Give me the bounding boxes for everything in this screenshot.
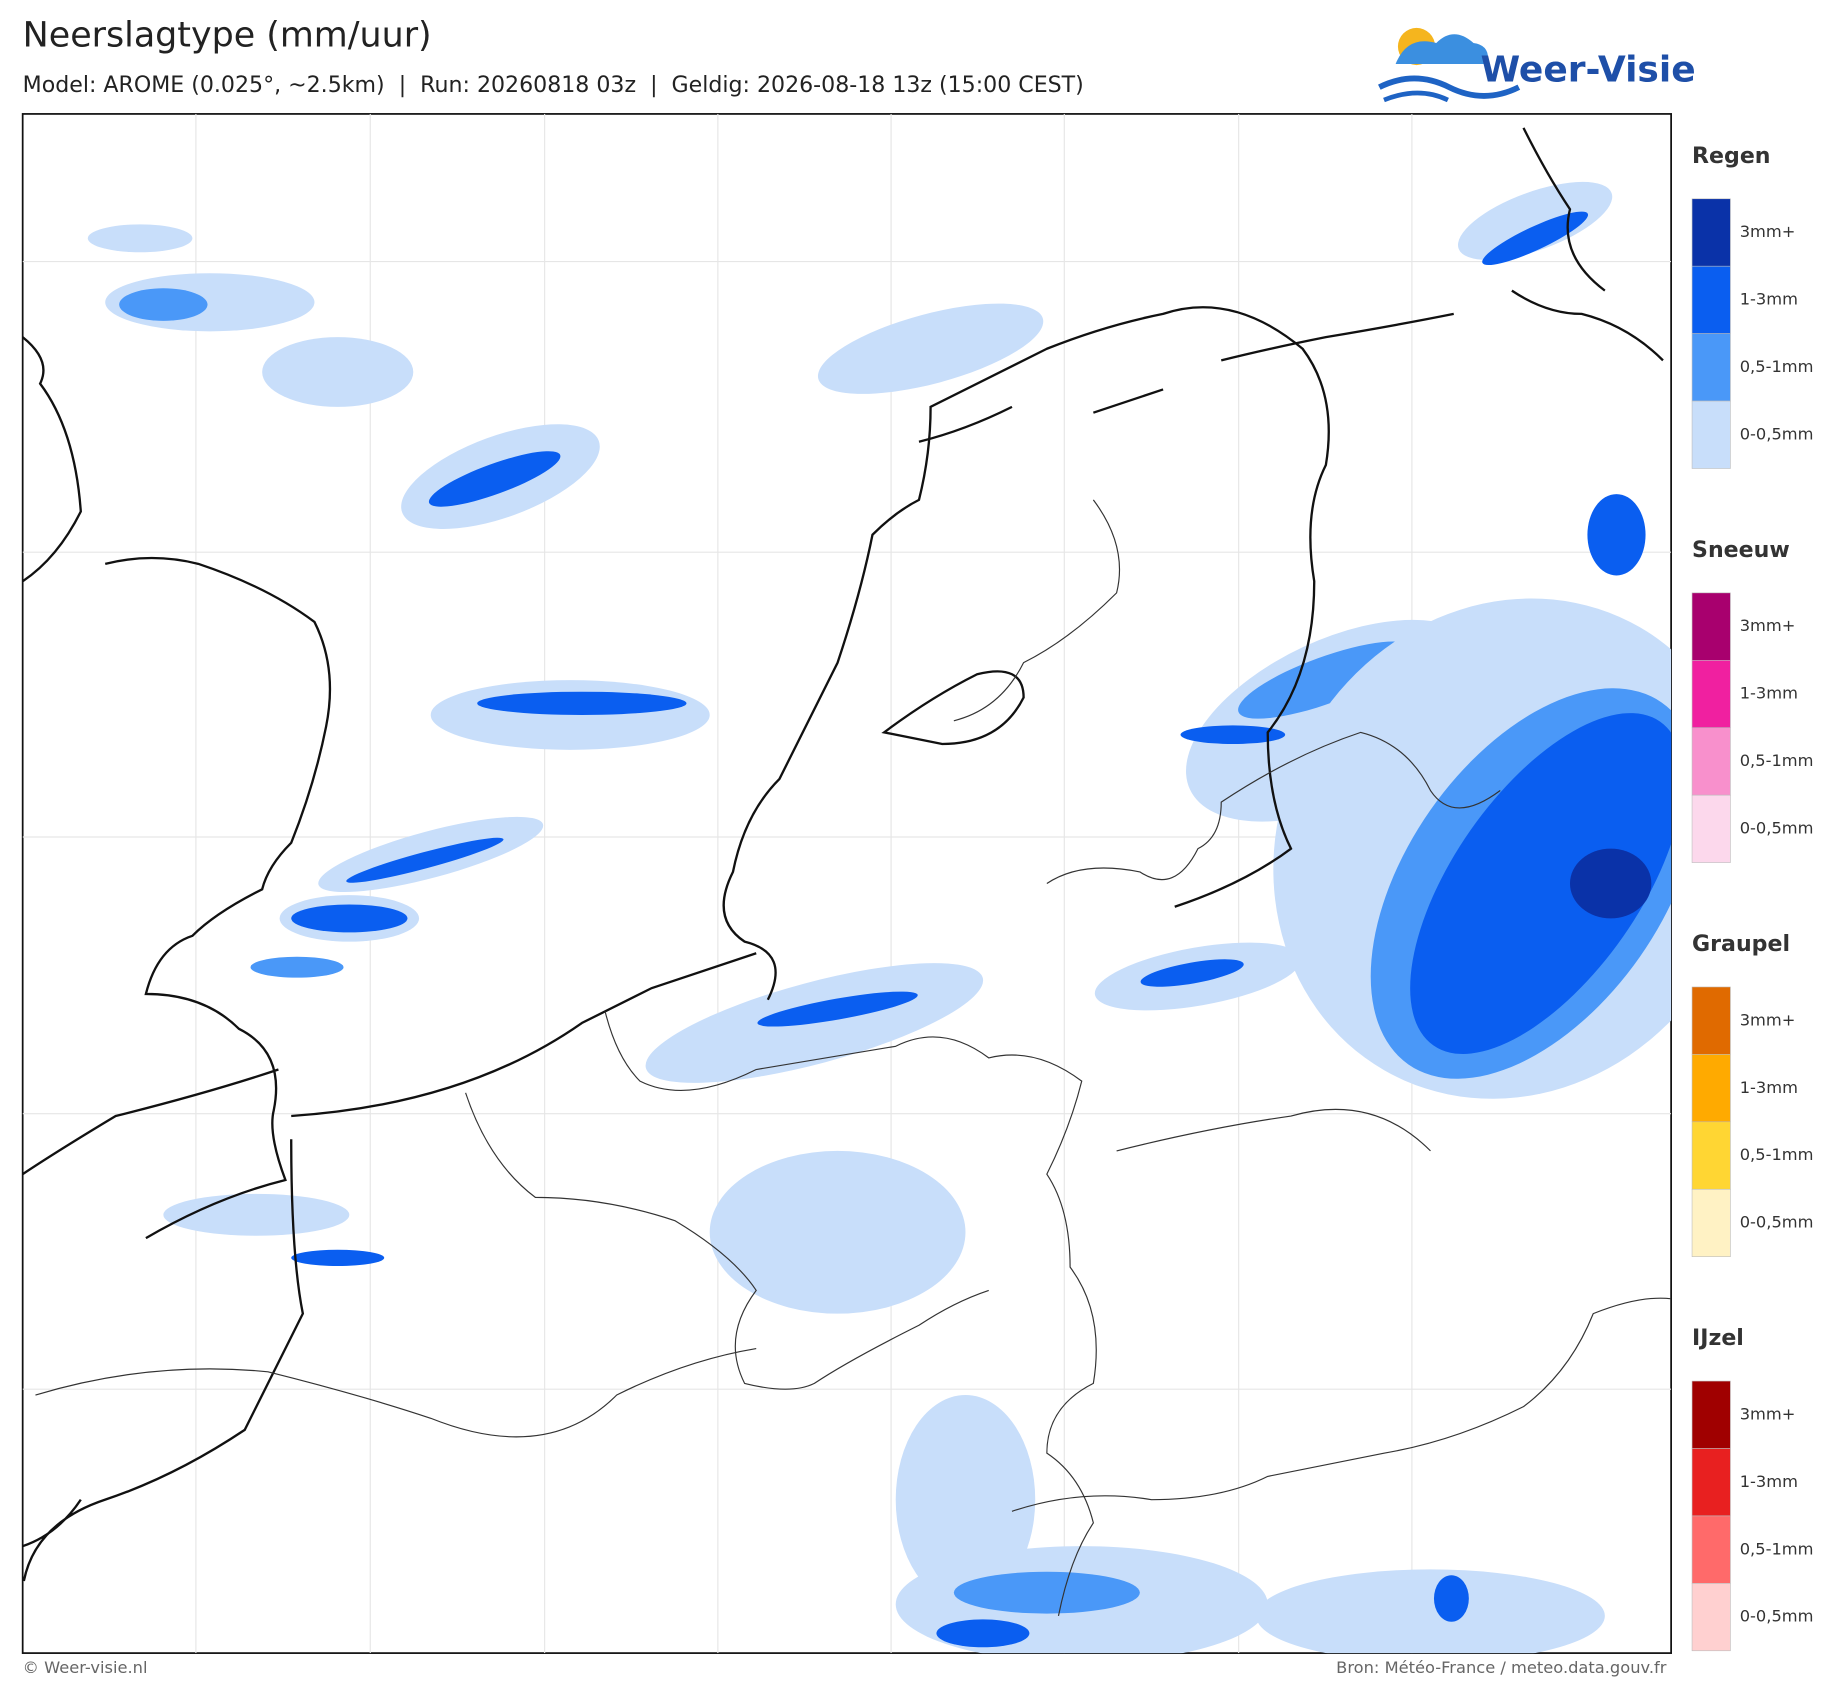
legend-label: 0,5-1mm xyxy=(1740,1145,1814,1164)
legend-swatch xyxy=(1691,727,1731,796)
credit: © Weer-visie.nl xyxy=(23,1658,148,1677)
coastlines xyxy=(22,127,1664,1582)
legend-label: 0,5-1mm xyxy=(1740,751,1814,770)
title: Neerslagtype (mm/uur) xyxy=(23,16,432,56)
legend-label: 0-0,5mm xyxy=(1740,819,1814,838)
legend-swatch xyxy=(1691,400,1731,469)
legend-label: 1-3mm xyxy=(1740,1078,1798,1097)
legend-label: 1-3mm xyxy=(1740,290,1798,309)
legend-swatch xyxy=(1691,1448,1731,1517)
legend-swatch xyxy=(1691,333,1731,402)
legend-title: Graupel xyxy=(1692,932,1790,957)
legend-label: 3mm+ xyxy=(1740,616,1796,635)
legend-label: 0-0,5mm xyxy=(1740,1607,1814,1626)
legend-label: 0,5-1mm xyxy=(1740,1539,1814,1558)
legend-title: Regen xyxy=(1692,144,1770,169)
legend-swatch xyxy=(1691,1380,1731,1449)
legend-title: Sneeuw xyxy=(1692,538,1790,563)
legend-label: 0-0,5mm xyxy=(1740,424,1814,443)
legend-swatch xyxy=(1691,1121,1731,1190)
legend: Regen 3mm+ 1-3mm 0,5-1mm 0-0,5mm Sneeuw 3mm+ 1-… xyxy=(1691,144,1814,1652)
legend-swatch xyxy=(1691,660,1731,729)
legend-label: 3mm+ xyxy=(1740,222,1796,241)
precipitation xyxy=(87,181,1672,1654)
legend-label: 0-0,5mm xyxy=(1740,1213,1814,1232)
legend-title: IJzel xyxy=(1692,1326,1744,1351)
legend-label: 0,5-1mm xyxy=(1740,357,1814,376)
legend-swatch xyxy=(1691,794,1731,863)
legend-label: 3mm+ xyxy=(1740,1010,1796,1029)
legend-swatch xyxy=(1691,1188,1731,1257)
borders xyxy=(35,499,1672,1617)
logo: Weer-Visie xyxy=(1378,27,1696,103)
source: Bron: Météo-France / meteo.data.gouv.fr xyxy=(1336,1658,1667,1677)
subtitle: Model: AROME (0.025°, ~2.5km) | Run: 202… xyxy=(23,73,1084,98)
legend-swatch xyxy=(1691,592,1731,661)
legend-swatch xyxy=(1691,265,1731,334)
map xyxy=(21,113,1672,1654)
legend-swatch xyxy=(1691,986,1731,1055)
legend-label: 1-3mm xyxy=(1740,684,1798,703)
legend-label: 3mm+ xyxy=(1740,1404,1796,1423)
legend-swatch xyxy=(1691,1054,1731,1123)
legend-swatch xyxy=(1691,198,1731,267)
legend-swatch xyxy=(1691,1515,1731,1584)
logo-text: Weer-Visie xyxy=(1480,49,1695,90)
legend-label: 1-3mm xyxy=(1740,1472,1798,1491)
legend-swatch xyxy=(1691,1583,1731,1652)
